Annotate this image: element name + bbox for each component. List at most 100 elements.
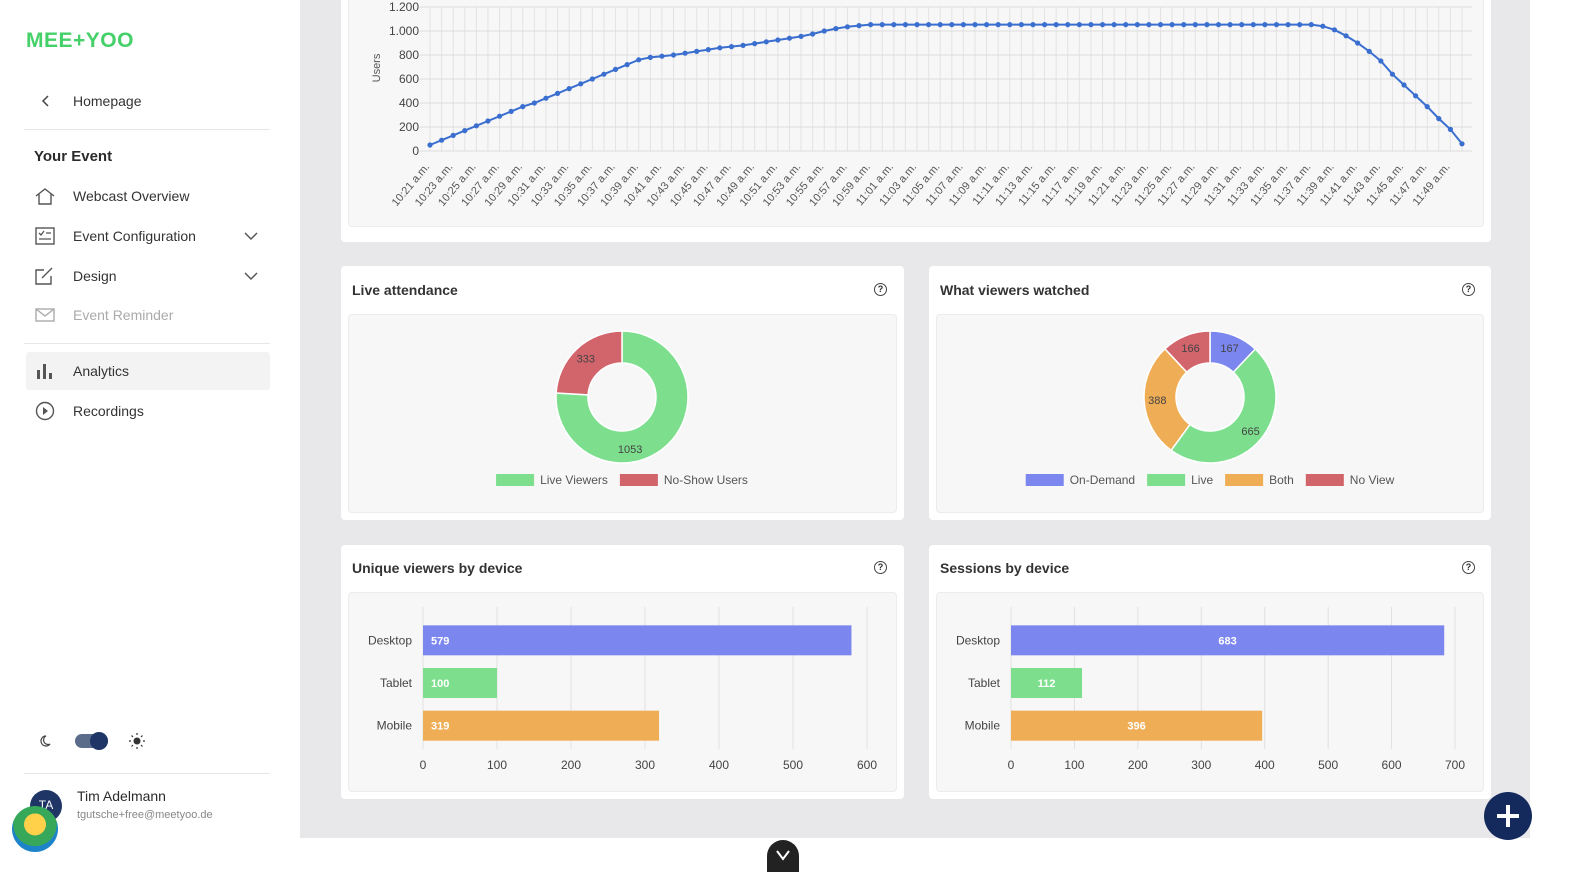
legend-swatch (1305, 474, 1344, 486)
avatar-image (12, 806, 58, 852)
help-icon[interactable]: ? (1462, 283, 1475, 296)
point (705, 47, 711, 53)
point (520, 104, 526, 110)
data-label: 166 (1181, 343, 1199, 355)
back-link[interactable]: Homepage (26, 82, 270, 120)
point (554, 90, 561, 96)
point (508, 108, 514, 114)
point (949, 22, 955, 28)
point (682, 50, 688, 56)
point (786, 35, 793, 41)
bar (1011, 668, 1083, 698)
logo[interactable]: MEE+YOO (26, 29, 134, 52)
point (1215, 22, 1222, 28)
doughnut-segment (1170, 347, 1277, 464)
point (1111, 22, 1117, 28)
point (810, 31, 816, 37)
doughnut-segment (555, 330, 623, 396)
point (473, 123, 479, 129)
bar (1011, 625, 1445, 656)
panel (348, 0, 1484, 227)
chevron-down (244, 232, 258, 241)
collapse-tab[interactable] (767, 840, 799, 872)
divider (24, 343, 270, 344)
point (879, 22, 885, 28)
card-title: What viewers watched (940, 282, 1090, 298)
data-label: 100 (431, 678, 449, 690)
point (717, 45, 723, 51)
point (972, 22, 978, 28)
point (1308, 22, 1314, 28)
y-tick-label: Desktop (956, 633, 1000, 647)
nav-item[interactable]: Event Reminder (26, 296, 270, 334)
legend-label: Live Viewers (540, 473, 608, 487)
sidebar: MEE+YOO Homepage Your Event Webcast Over… (0, 0, 300, 872)
point (427, 142, 433, 148)
point (868, 22, 874, 28)
help-icon[interactable]: ? (874, 561, 887, 574)
legend-swatch (496, 474, 535, 486)
point (902, 22, 909, 28)
point (1053, 22, 1059, 28)
legend-label: On-Demand (1070, 473, 1135, 487)
point (960, 22, 966, 28)
legend-swatch (619, 474, 658, 486)
point (589, 76, 595, 82)
help-icon[interactable]: ? (1462, 561, 1475, 574)
point (659, 53, 665, 59)
chevron-left (41, 95, 49, 107)
point (1366, 48, 1372, 55)
x-tick-label: 0 (1008, 758, 1015, 772)
legend: On-Demand Live Both No View (1025, 473, 1395, 487)
nav-label: Webcast Overview (73, 188, 190, 204)
point (798, 33, 804, 40)
point (891, 22, 897, 28)
data-label: 388 (1148, 395, 1166, 407)
data-label: 333 (577, 354, 595, 366)
help-icon[interactable]: ? (874, 283, 887, 296)
point (752, 41, 758, 47)
data-label: 683 (1218, 635, 1236, 647)
point (926, 22, 932, 28)
point (1088, 22, 1094, 28)
point (1041, 22, 1048, 28)
bar (423, 710, 660, 741)
divider (24, 129, 270, 130)
point (1181, 22, 1187, 28)
point (1436, 116, 1442, 122)
card: Live attendance ? (341, 266, 904, 520)
fab-button[interactable] (1484, 792, 1532, 840)
nav-item[interactable]: Design (26, 257, 270, 295)
nav-label: Event Reminder (73, 307, 174, 323)
point (1192, 22, 1198, 28)
nav-item-active[interactable]: Analytics (26, 352, 270, 390)
divider (24, 773, 270, 774)
point (670, 52, 677, 58)
x-tick-label: 700 (1445, 758, 1465, 772)
x-tick-label: 600 (1382, 758, 1402, 772)
design-icon (35, 267, 53, 285)
card-title: Unique viewers by device (352, 560, 523, 576)
y-tick-label: 600 (399, 72, 419, 86)
theme-toggle[interactable] (36, 730, 156, 752)
nav-item[interactable]: Event Configuration (26, 217, 270, 255)
bar (423, 625, 852, 656)
x-tick-label: 400 (709, 758, 729, 772)
point (1239, 22, 1245, 28)
point (578, 81, 584, 87)
x-tick-label: 0 (420, 758, 427, 772)
point (1076, 22, 1082, 28)
doughnut-segment (555, 330, 689, 464)
x-tick-label: 100 (1064, 758, 1084, 772)
point (728, 44, 735, 50)
data-label: 579 (431, 635, 449, 647)
point (1413, 93, 1419, 99)
data-label: 167 (1220, 343, 1238, 355)
nav-item[interactable]: Recordings (26, 392, 270, 430)
point (1355, 40, 1361, 46)
nav-item[interactable]: Webcast Overview (26, 177, 270, 215)
y-tick-label: 400 (399, 96, 419, 110)
legend-label: No View (1350, 473, 1395, 487)
